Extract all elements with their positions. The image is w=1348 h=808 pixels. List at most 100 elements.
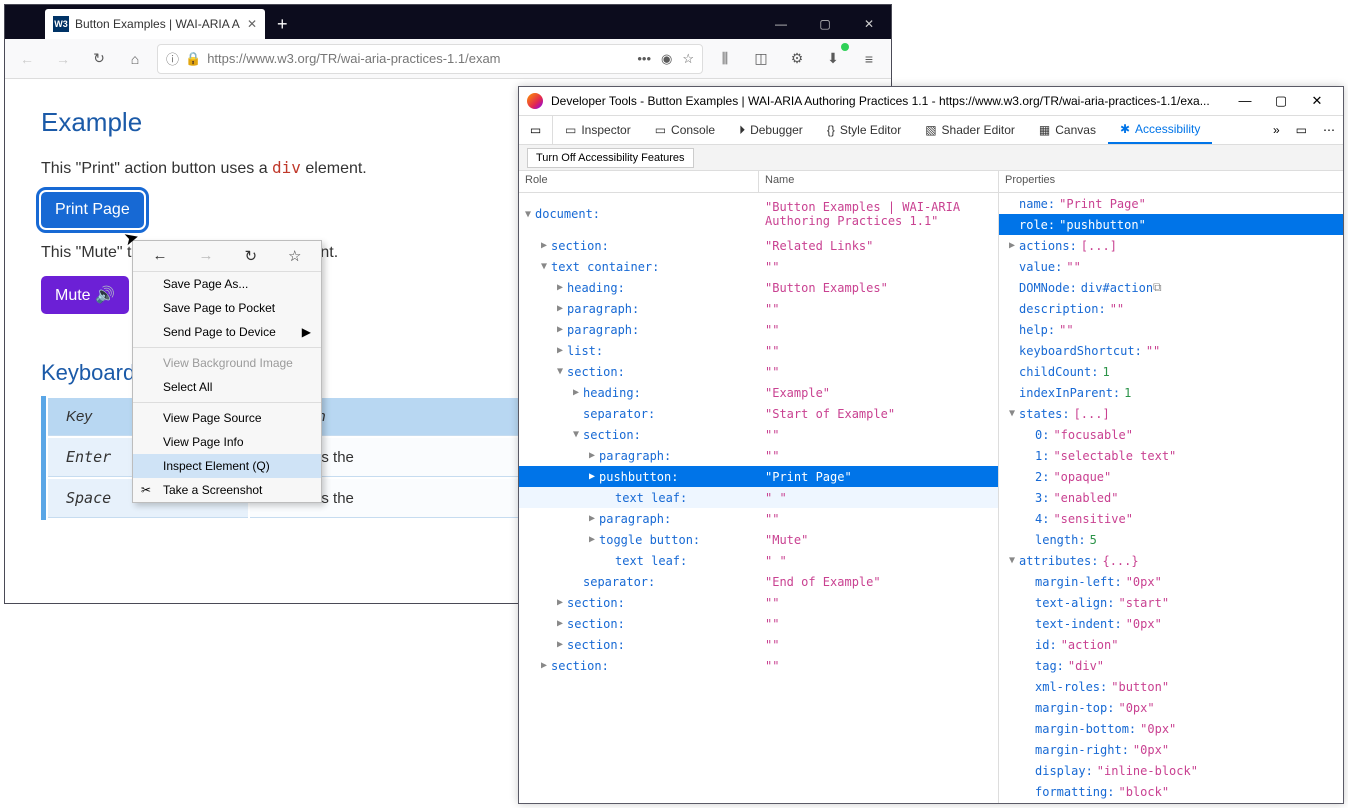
tree-row[interactable]: ▼document:"Button Examples | WAI-ARIA Au… xyxy=(519,193,998,235)
sidebar-icon[interactable]: ◫ xyxy=(747,45,775,73)
property-row[interactable]: margin-right:"0px" xyxy=(999,739,1343,760)
devtools-tab-accessibility[interactable]: ✱Accessibility xyxy=(1108,116,1212,144)
print-page-button[interactable]: Print Page xyxy=(41,192,144,228)
properties-rows[interactable]: name:"Print Page"role:"pushbutton"▶actio… xyxy=(999,193,1343,803)
context-menu-item[interactable]: Inspect Element (Q) xyxy=(133,454,321,478)
property-row[interactable]: 1:"selectable text" xyxy=(999,445,1343,466)
property-row[interactable]: margin-left:"0px" xyxy=(999,571,1343,592)
more-icon[interactable]: ••• xyxy=(637,51,651,67)
tree-row[interactable]: ▶list:"" xyxy=(519,340,998,361)
devtools-tab-inspector[interactable]: ▭Inspector xyxy=(553,116,643,144)
property-row[interactable]: indexInParent:1 xyxy=(999,382,1343,403)
property-row[interactable]: keyboardShortcut:"" xyxy=(999,340,1343,361)
context-menu-item[interactable]: Select All xyxy=(133,375,321,399)
property-row[interactable]: ▶actions:[...] xyxy=(999,235,1343,256)
tree-row[interactable]: text leaf:" " xyxy=(519,487,998,508)
property-row[interactable]: 3:"enabled" xyxy=(999,487,1343,508)
devtools-tab-canvas[interactable]: ▦Canvas xyxy=(1027,116,1108,144)
tree-row[interactable]: ▶pushbutton:"Print Page" xyxy=(519,466,998,487)
dt-maximize-icon[interactable]: ▢ xyxy=(1263,93,1299,109)
tree-row[interactable]: ▶section:"" xyxy=(519,592,998,613)
property-row[interactable]: text-indent:"0px" xyxy=(999,613,1343,634)
property-row[interactable]: help:"" xyxy=(999,319,1343,340)
property-row[interactable]: childCount:1 xyxy=(999,361,1343,382)
tree-row[interactable]: ▼section:"" xyxy=(519,361,998,382)
tree-row[interactable]: ▶section:"" xyxy=(519,634,998,655)
ctx-back-icon[interactable]: ← xyxy=(152,247,167,265)
tree-row[interactable]: ▶paragraph:"" xyxy=(519,508,998,529)
maximize-icon[interactable]: ▢ xyxy=(803,9,847,39)
tree-row[interactable]: ▶section:"" xyxy=(519,655,998,676)
devtools-tab-style-editor[interactable]: {}Style Editor xyxy=(815,116,913,144)
close-icon[interactable]: ✕ xyxy=(847,9,891,39)
property-row[interactable]: ▼attributes:{...} xyxy=(999,550,1343,571)
context-menu-item[interactable]: Save Page to Pocket xyxy=(133,296,321,320)
property-row[interactable]: DOMNode:div#action ⧉ xyxy=(999,277,1343,298)
devtools-tab-shader-editor[interactable]: ▧Shader Editor xyxy=(913,116,1027,144)
tab-close-icon[interactable]: ✕ xyxy=(247,17,257,31)
library-icon[interactable]: ⫼ xyxy=(711,45,739,73)
dt-close-icon[interactable]: ✕ xyxy=(1299,93,1335,109)
tree-row[interactable]: ▶paragraph:"" xyxy=(519,298,998,319)
minimize-icon[interactable]: — xyxy=(759,9,803,39)
property-row[interactable]: text-align:"start" xyxy=(999,592,1343,613)
property-row[interactable]: margin-bottom:"0px" xyxy=(999,718,1343,739)
property-row[interactable]: id:"action" xyxy=(999,634,1343,655)
back-icon[interactable]: ← xyxy=(13,45,41,73)
property-row[interactable]: 2:"opaque" xyxy=(999,466,1343,487)
ctx-bookmark-icon[interactable]: ☆ xyxy=(288,247,301,265)
devtools-tab-debugger[interactable]: ⏵Debugger xyxy=(727,116,815,144)
tabs-overflow-icon[interactable]: » xyxy=(1265,123,1288,137)
tree-row[interactable]: ▶heading:"Button Examples" xyxy=(519,277,998,298)
context-menu-item[interactable]: Save Page As... xyxy=(133,272,321,296)
dock-icon[interactable]: ▭ xyxy=(1288,123,1315,137)
context-menu-item[interactable]: Send Page to Device▶ xyxy=(133,320,321,344)
tree-row[interactable]: separator:"Start of Example" xyxy=(519,403,998,424)
context-menu-item[interactable]: View Page Source xyxy=(133,406,321,430)
property-row[interactable]: margin-top:"0px" xyxy=(999,697,1343,718)
property-row[interactable]: 4:"sensitive" xyxy=(999,508,1343,529)
context-menu-item[interactable]: View Page Info xyxy=(133,430,321,454)
mute-button[interactable]: Mute 🔊 xyxy=(41,276,129,314)
tree-row[interactable]: ▶heading:"Example" xyxy=(519,382,998,403)
toggle-a11y-button[interactable]: Turn Off Accessibility Features xyxy=(527,148,694,168)
tree-row[interactable]: ▼section:"" xyxy=(519,424,998,445)
property-row[interactable]: formatting:"block" xyxy=(999,781,1343,802)
devtools-menu-icon[interactable]: ⋯ xyxy=(1315,123,1343,137)
forward-icon[interactable]: → xyxy=(49,45,77,73)
home-icon[interactable]: ⌂ xyxy=(121,45,149,73)
tree-row[interactable]: ▶paragraph:"" xyxy=(519,319,998,340)
tree-row[interactable]: ▶section:"" xyxy=(519,613,998,634)
property-row[interactable]: xml-roles:"button" xyxy=(999,676,1343,697)
tree-rows[interactable]: ▼document:"Button Examples | WAI-ARIA Au… xyxy=(519,193,998,803)
tree-row[interactable]: ▶paragraph:"" xyxy=(519,445,998,466)
property-row[interactable]: value:"" xyxy=(999,256,1343,277)
bookmark-star-icon[interactable]: ☆ xyxy=(682,51,694,67)
ctx-forward-icon[interactable]: → xyxy=(198,247,213,265)
tree-row[interactable]: text leaf:" " xyxy=(519,550,998,571)
ctx-reload-icon[interactable]: ↻ xyxy=(244,247,257,265)
property-row[interactable]: name:"Print Page" xyxy=(999,193,1343,214)
property-row[interactable]: display:"inline-block" xyxy=(999,760,1343,781)
tree-row[interactable]: ▶toggle button:"Mute" xyxy=(519,529,998,550)
menu-icon[interactable]: ≡ xyxy=(855,45,883,73)
tree-row[interactable]: ▶section:"Related Links" xyxy=(519,235,998,256)
property-row[interactable]: ▼states:[...] xyxy=(999,403,1343,424)
url-bar[interactable]: ⓘ 🔒 https://www.w3.org/TR/wai-aria-pract… xyxy=(157,44,703,74)
property-row[interactable]: length:5 xyxy=(999,529,1343,550)
property-row[interactable]: tag:"div" xyxy=(999,655,1343,676)
download-icon[interactable]: ⬇ xyxy=(819,45,847,73)
iframe-picker-icon[interactable]: ▭ xyxy=(519,116,553,144)
property-row[interactable]: 0:"focusable" xyxy=(999,424,1343,445)
tree-row[interactable]: separator:"End of Example" xyxy=(519,571,998,592)
dt-minimize-icon[interactable]: — xyxy=(1227,93,1263,109)
devtools-tab-console[interactable]: ▭Console xyxy=(643,116,727,144)
new-tab-button[interactable]: + xyxy=(265,14,300,39)
addon-icon[interactable]: ⚙ xyxy=(783,45,811,73)
property-row[interactable]: role:"pushbutton" xyxy=(999,214,1343,235)
reload-icon[interactable]: ↻ xyxy=(85,45,113,73)
property-row[interactable]: description:"" xyxy=(999,298,1343,319)
info-icon[interactable]: ⓘ xyxy=(166,49,179,68)
browser-tab[interactable]: W3 Button Examples | WAI-ARIA A ✕ xyxy=(45,9,265,39)
context-menu-item[interactable]: Take a Screenshot✂ xyxy=(133,478,321,502)
